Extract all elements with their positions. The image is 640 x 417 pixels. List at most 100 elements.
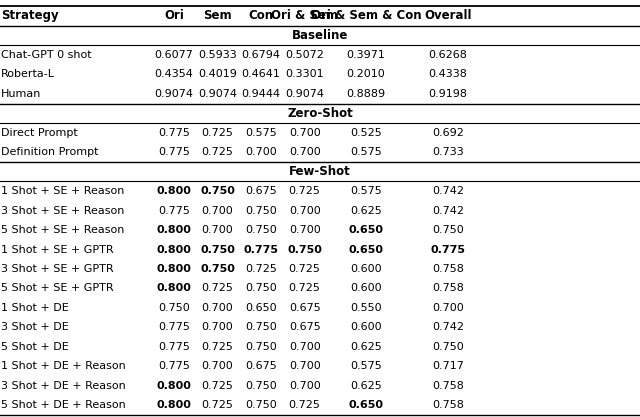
Text: Ori & Sem & Con: Ori & Sem & Con [311, 10, 421, 23]
Text: 0.750: 0.750 [245, 206, 277, 216]
Text: 0.9074: 0.9074 [285, 89, 324, 99]
Text: 0.725: 0.725 [202, 128, 234, 138]
Text: 0.800: 0.800 [157, 186, 191, 196]
Text: 0.750: 0.750 [200, 264, 235, 274]
Text: 0.3301: 0.3301 [285, 69, 324, 79]
Text: 0.9074: 0.9074 [155, 89, 193, 99]
Text: 0.725: 0.725 [202, 147, 234, 157]
Text: 1 Shot + SE + Reason: 1 Shot + SE + Reason [1, 186, 125, 196]
Text: 0.725: 0.725 [202, 284, 234, 294]
Text: 0.725: 0.725 [202, 400, 234, 410]
Text: 0.750: 0.750 [200, 244, 235, 254]
Text: 0.575: 0.575 [350, 186, 382, 196]
Text: 0.725: 0.725 [289, 186, 321, 196]
Text: 0.800: 0.800 [157, 400, 191, 410]
Text: 0.5072: 0.5072 [285, 50, 324, 60]
Text: 0.733: 0.733 [432, 147, 464, 157]
Text: Chat-GPT 0 shot: Chat-GPT 0 shot [1, 50, 92, 60]
Text: 0.758: 0.758 [432, 264, 464, 274]
Text: 0.700: 0.700 [289, 381, 321, 391]
Text: 0.758: 0.758 [432, 381, 464, 391]
Text: 0.9074: 0.9074 [198, 89, 237, 99]
Text: 0.725: 0.725 [245, 264, 277, 274]
Text: 0.575: 0.575 [350, 147, 382, 157]
Text: 0.725: 0.725 [289, 264, 321, 274]
Text: 0.742: 0.742 [432, 206, 464, 216]
Text: 0.750: 0.750 [287, 244, 322, 254]
Text: 0.5933: 0.5933 [198, 50, 237, 60]
Text: 0.600: 0.600 [350, 284, 382, 294]
Text: 0.625: 0.625 [350, 206, 382, 216]
Text: 0.675: 0.675 [289, 322, 321, 332]
Text: 0.9444: 0.9444 [241, 89, 281, 99]
Text: 0.575: 0.575 [350, 361, 382, 371]
Text: 3 Shot + SE + Reason: 3 Shot + SE + Reason [1, 206, 125, 216]
Text: Sem: Sem [204, 10, 232, 23]
Text: 0.700: 0.700 [289, 206, 321, 216]
Text: 0.750: 0.750 [432, 225, 464, 235]
Text: Baseline: Baseline [292, 29, 348, 42]
Text: 0.692: 0.692 [432, 128, 464, 138]
Text: 5 Shot + DE: 5 Shot + DE [1, 342, 69, 352]
Text: 0.700: 0.700 [432, 303, 464, 313]
Text: 0.758: 0.758 [432, 284, 464, 294]
Text: Zero-Shot: Zero-Shot [287, 107, 353, 120]
Text: 0.700: 0.700 [245, 147, 277, 157]
Text: 0.650: 0.650 [349, 244, 383, 254]
Text: 0.650: 0.650 [349, 225, 383, 235]
Text: 0.750: 0.750 [245, 400, 277, 410]
Text: 1 Shot + DE + Reason: 1 Shot + DE + Reason [1, 361, 126, 371]
Text: Human: Human [1, 89, 42, 99]
Text: 0.675: 0.675 [245, 186, 277, 196]
Text: 0.6794: 0.6794 [242, 50, 280, 60]
Text: 0.750: 0.750 [245, 342, 277, 352]
Text: 0.650: 0.650 [245, 303, 277, 313]
Text: 0.775: 0.775 [431, 244, 465, 254]
Text: 0.775: 0.775 [244, 244, 278, 254]
Text: 0.775: 0.775 [158, 361, 190, 371]
Text: Ori & Sem: Ori & Sem [271, 10, 338, 23]
Text: 0.4354: 0.4354 [155, 69, 193, 79]
Text: Con: Con [248, 10, 274, 23]
Text: 0.9198: 0.9198 [429, 89, 467, 99]
Text: 0.775: 0.775 [158, 342, 190, 352]
Text: 0.3971: 0.3971 [347, 50, 385, 60]
Text: 0.550: 0.550 [350, 303, 382, 313]
Text: 3 Shot + DE + Reason: 3 Shot + DE + Reason [1, 381, 126, 391]
Text: 0.700: 0.700 [202, 225, 234, 235]
Text: 0.6268: 0.6268 [429, 50, 467, 60]
Text: 0.700: 0.700 [289, 342, 321, 352]
Text: 0.775: 0.775 [158, 206, 190, 216]
Text: 0.750: 0.750 [245, 381, 277, 391]
Text: 0.8889: 0.8889 [346, 89, 386, 99]
Text: 3 Shot + SE + GPTR: 3 Shot + SE + GPTR [1, 264, 114, 274]
Text: 0.742: 0.742 [432, 186, 464, 196]
Text: 0.725: 0.725 [289, 400, 321, 410]
Text: 0.700: 0.700 [202, 206, 234, 216]
Text: 1 Shot + DE: 1 Shot + DE [1, 303, 69, 313]
Text: 0.750: 0.750 [432, 342, 464, 352]
Text: Strategy: Strategy [1, 10, 59, 23]
Text: 0.600: 0.600 [350, 264, 382, 274]
Text: 5 Shot + SE + GPTR: 5 Shot + SE + GPTR [1, 284, 114, 294]
Text: 0.700: 0.700 [289, 147, 321, 157]
Text: 0.600: 0.600 [350, 322, 382, 332]
Text: 0.700: 0.700 [289, 225, 321, 235]
Text: 0.725: 0.725 [289, 284, 321, 294]
Text: Roberta-L: Roberta-L [1, 69, 55, 79]
Text: 0.800: 0.800 [157, 244, 191, 254]
Text: 0.575: 0.575 [245, 128, 277, 138]
Text: 0.675: 0.675 [289, 303, 321, 313]
Text: 0.650: 0.650 [349, 400, 383, 410]
Text: 0.2010: 0.2010 [347, 69, 385, 79]
Text: 0.4019: 0.4019 [198, 69, 237, 79]
Text: 0.800: 0.800 [157, 284, 191, 294]
Text: 0.525: 0.525 [350, 128, 382, 138]
Text: Overall: Overall [424, 10, 472, 23]
Text: 0.750: 0.750 [245, 322, 277, 332]
Text: Definition Prompt: Definition Prompt [1, 147, 99, 157]
Text: Direct Prompt: Direct Prompt [1, 128, 78, 138]
Text: 0.700: 0.700 [202, 303, 234, 313]
Text: 0.4338: 0.4338 [429, 69, 467, 79]
Text: Few-Shot: Few-Shot [289, 165, 351, 178]
